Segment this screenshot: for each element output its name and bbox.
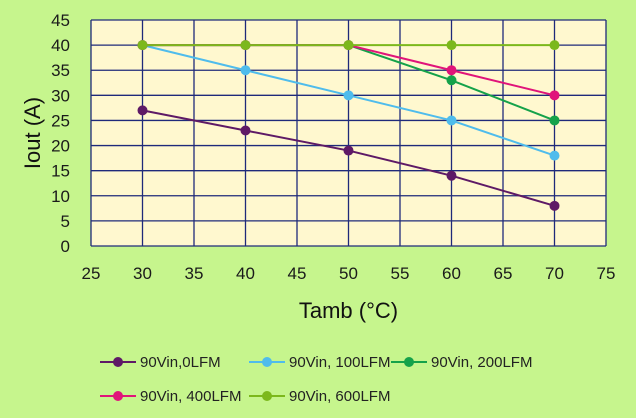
legend-marker <box>113 391 123 401</box>
legend-entry: 90Vin, 400LFM <box>100 388 241 405</box>
series-0 <box>137 105 560 211</box>
data-point <box>549 40 560 51</box>
legend-marker <box>262 391 272 401</box>
legend-label: 90Vin, 200LFM <box>431 354 532 371</box>
series-1 <box>137 40 560 161</box>
y-tick-label: 45 <box>51 11 70 30</box>
y-tick-label: 10 <box>51 187 70 206</box>
legend-entry: 90Vin, 200LFM <box>391 354 532 371</box>
data-point <box>240 40 251 51</box>
x-tick-labels: 25 30 35 40 45 50 55 60 65 70 75 <box>82 264 616 283</box>
x-tick-label: 40 <box>236 264 255 283</box>
data-point <box>446 40 457 51</box>
data-point <box>446 115 457 126</box>
y-tick-label: 35 <box>51 61 70 80</box>
x-tick-label: 65 <box>494 264 513 283</box>
data-point <box>549 115 560 126</box>
data-point <box>343 40 354 51</box>
legend-marker <box>113 357 123 367</box>
x-axis-title: Tamb (°C) <box>299 298 398 323</box>
y-tick-labels: 0 5 10 15 20 25 30 35 40 45 <box>51 11 70 256</box>
y-tick-label: 0 <box>61 237 70 256</box>
x-tick-label: 25 <box>82 264 101 283</box>
data-point <box>446 170 457 181</box>
legend-marker <box>404 357 414 367</box>
legend-label: 90Vin, 400LFM <box>140 388 241 405</box>
legend-label: 90Vin,0LFM <box>140 354 221 371</box>
x-tick-label: 35 <box>185 264 204 283</box>
y-axis-title: Iout (A) <box>20 97 45 169</box>
data-point <box>549 90 560 101</box>
y-tick-label: 25 <box>51 111 70 130</box>
x-tick-label: 30 <box>133 264 152 283</box>
x-tick-label: 60 <box>442 264 461 283</box>
y-tick-label: 30 <box>51 86 70 105</box>
legend-marker <box>262 357 272 367</box>
data-point <box>240 125 251 136</box>
data-point <box>240 65 251 76</box>
y-tick-label: 15 <box>51 162 70 181</box>
x-tick-label: 45 <box>288 264 307 283</box>
series-lines <box>137 40 560 211</box>
legend: 90Vin,0LFM 90Vin, 100LFM 90Vin, 200LFM 90Vi… <box>100 354 532 405</box>
y-tick-label: 5 <box>61 212 70 231</box>
series-4 <box>137 40 560 51</box>
y-tick-label: 20 <box>51 137 70 156</box>
x-tick-label: 75 <box>597 264 616 283</box>
legend-label: 90Vin, 600LFM <box>289 388 390 405</box>
legend-label: 90Vin, 100LFM <box>289 354 390 371</box>
data-point <box>446 65 457 76</box>
data-point <box>137 105 148 116</box>
x-tick-label: 50 <box>339 264 358 283</box>
y-tick-label: 40 <box>51 36 70 55</box>
x-tick-label: 70 <box>545 264 564 283</box>
data-point <box>549 150 560 161</box>
data-point <box>549 200 560 211</box>
data-point <box>137 40 148 51</box>
legend-entry: 90Vin, 100LFM <box>249 354 390 371</box>
x-tick-label: 55 <box>391 264 410 283</box>
data-point <box>446 75 457 86</box>
legend-entry: 90Vin, 600LFM <box>249 388 390 405</box>
legend-entry: 90Vin,0LFM <box>100 354 221 371</box>
data-point <box>343 145 354 156</box>
data-point <box>343 90 354 101</box>
